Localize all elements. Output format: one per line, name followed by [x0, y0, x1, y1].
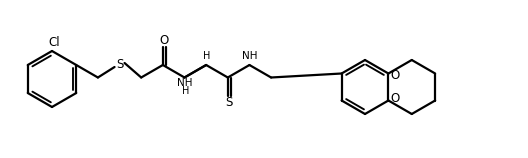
- Text: O: O: [391, 69, 400, 82]
- Text: NH: NH: [242, 51, 257, 61]
- Text: S: S: [116, 58, 123, 72]
- Text: Cl: Cl: [48, 36, 60, 49]
- Text: O: O: [391, 92, 400, 105]
- Text: H: H: [182, 86, 189, 97]
- Text: H: H: [203, 51, 211, 61]
- Text: O: O: [160, 33, 169, 46]
- Text: S: S: [225, 96, 233, 109]
- Text: NH: NH: [177, 79, 192, 88]
